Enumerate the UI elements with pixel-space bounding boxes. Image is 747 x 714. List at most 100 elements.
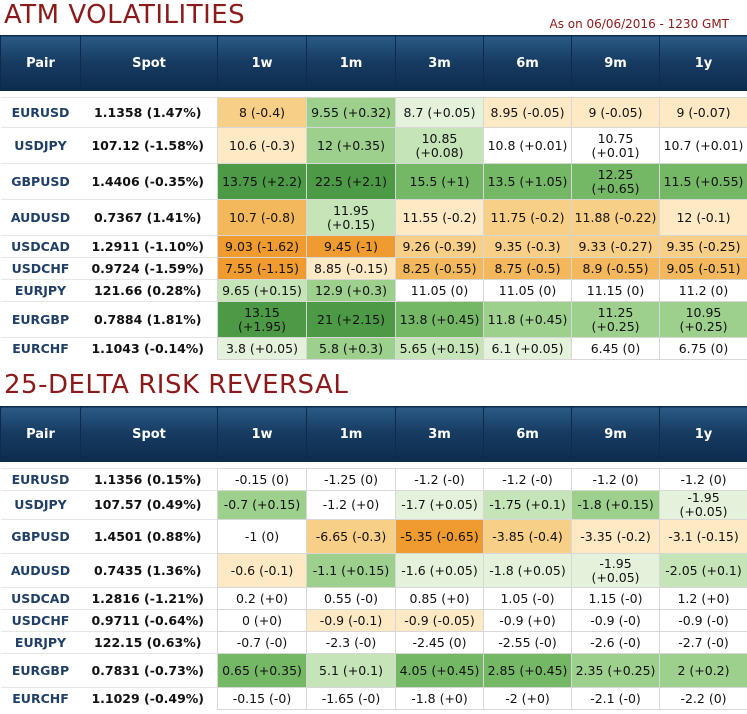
- table-row: EURUSD 1.1358 (1.47%) 8 (-0.4) 9.55 (+0.32)…: [0, 97, 747, 128]
- value-cell: 9.55 (+0.32): [306, 97, 396, 128]
- value-cell: 0.85 (+0): [395, 587, 484, 610]
- table-row: USDJPY 107.12 (-1.58%) 10.6 (-0.3) 12 (+0.3…: [0, 127, 747, 164]
- table-row: USDCAD 1.2911 (-1.10%) 9.03 (-1.62) 9.45 (-…: [0, 235, 747, 258]
- value-cell: 1.05 (-0): [483, 587, 572, 610]
- col-header-pair: Pair: [0, 406, 81, 462]
- value-cell: 11.88 (-0.22): [571, 199, 660, 236]
- value-cell: -3.85 (-0.4): [483, 519, 572, 554]
- value-cell: 10.85 (+0.08): [395, 127, 484, 164]
- value-cell: 5.1 (+0.1): [306, 653, 396, 688]
- pair-cell: USDCHF: [0, 609, 81, 632]
- pair-cell: USDJPY: [0, 127, 81, 164]
- value-cell: 9.05 (-0.51): [659, 257, 747, 280]
- value-cell: 2.35 (+0.25): [571, 653, 660, 688]
- spacer-row: [0, 461, 747, 469]
- value-cell: -1.8 (+0.05): [483, 553, 572, 588]
- value-cell: 9.33 (-0.27): [571, 235, 660, 258]
- col-header-3m: 3m: [395, 406, 484, 462]
- pair-cell: EURUSD: [0, 97, 81, 128]
- pair-cell: EURJPY: [0, 279, 81, 302]
- value-cell: -1.2 (0): [571, 468, 660, 491]
- value-cell: 8.85 (-0.15): [306, 257, 396, 280]
- pair-cell: EURGBP: [0, 301, 81, 338]
- spot-cell: 122.15 (0.63%): [80, 631, 218, 654]
- value-cell: 5.65 (+0.15): [395, 337, 484, 360]
- value-cell: 11.75 (-0.2): [483, 199, 572, 236]
- spot-cell: 0.7884 (1.81%): [80, 301, 218, 338]
- table-row: EURGBP 0.7884 (1.81%) 13.15 (+1.95) 21 (+2.…: [0, 301, 747, 338]
- value-cell: -1 (0): [217, 519, 307, 554]
- value-cell: 11.5 (+0.55): [659, 163, 747, 200]
- value-cell: -1.75 (+0.1): [483, 490, 572, 520]
- value-cell: 9.35 (-0.3): [483, 235, 572, 258]
- col-header-1y: 1y: [659, 35, 747, 91]
- value-cell: 9 (-0.05): [571, 97, 660, 128]
- value-cell: 13.15 (+1.95): [217, 301, 307, 338]
- risk-reversal-table: Pair Spot 1w 1m 3m 6m 9m 1y EURUSD 1.1356…: [0, 406, 747, 710]
- spot-cell: 1.2816 (-1.21%): [80, 587, 218, 610]
- value-cell: -1.65 (-0): [306, 687, 396, 710]
- value-cell: 12.9 (+0.3): [306, 279, 396, 302]
- spot-cell: 0.7367 (1.41%): [80, 199, 218, 236]
- value-cell: -0.9 (-0.05): [395, 609, 484, 632]
- value-cell: -1.8 (+0): [395, 687, 484, 710]
- value-cell: 15.5 (+1): [395, 163, 484, 200]
- value-cell: 4.05 (+0.45): [395, 653, 484, 688]
- value-cell: 7.55 (-1.15): [217, 257, 307, 280]
- value-cell: 10.8 (+0.01): [483, 127, 572, 164]
- value-cell: -1.25 (0): [306, 468, 396, 491]
- table-row: GBPUSD 1.4406 (-0.35%) 13.75 (+2.2) 22.5 (+…: [0, 163, 747, 200]
- value-cell: 13.75 (+2.2): [217, 163, 307, 200]
- risk-reversal-title: 25-DELTA RISK REVERSAL: [4, 370, 349, 400]
- value-cell: -1.6 (+0.05): [395, 553, 484, 588]
- value-cell: 13.8 (+0.45): [395, 301, 484, 338]
- value-cell: 13.5 (+1.05): [483, 163, 572, 200]
- value-cell: -5.35 (-0.65): [395, 519, 484, 554]
- table-row: USDCAD 1.2816 (-1.21%) 0.2 (+0) 0.55 (-0) 0.…: [0, 587, 747, 610]
- value-cell: -0.6 (-0.1): [217, 553, 307, 588]
- value-cell: -1.1 (+0.15): [306, 553, 396, 588]
- value-cell: 10.7 (-0.8): [217, 199, 307, 236]
- table-row: EURCHF 1.1043 (-0.14%) 3.8 (+0.05) 5.8 (+0.…: [0, 337, 747, 360]
- value-cell: -0.9 (+0): [483, 609, 572, 632]
- value-cell: -2 (+0): [483, 687, 572, 710]
- value-cell: -2.05 (+0.1): [659, 553, 747, 588]
- col-header-pair: Pair: [0, 35, 81, 91]
- value-cell: 9.45 (-1): [306, 235, 396, 258]
- col-header-9m: 9m: [571, 35, 660, 91]
- col-header-1w: 1w: [217, 35, 307, 91]
- value-cell: 8.95 (-0.05): [483, 97, 572, 128]
- col-header-9m: 9m: [571, 406, 660, 462]
- col-header-spot: Spot: [80, 406, 218, 462]
- value-cell: 8.25 (-0.55): [395, 257, 484, 280]
- pair-cell: AUDUSD: [0, 553, 81, 588]
- atm-volatilities-table: Pair Spot 1w 1m 3m 6m 9m 1y EURUSD 1.1358…: [0, 35, 747, 360]
- value-cell: -0.9 (-0): [571, 609, 660, 632]
- value-cell: 11.05 (0): [395, 279, 484, 302]
- value-cell: 11.8 (+0.45): [483, 301, 572, 338]
- table-row: EURJPY 121.66 (0.28%) 9.65 (+0.15) 12.9 (+0…: [0, 279, 747, 302]
- value-cell: 6.45 (0): [571, 337, 660, 360]
- value-cell: 9.03 (-1.62): [217, 235, 307, 258]
- value-cell: -1.2 (-0): [395, 468, 484, 491]
- value-cell: 1.2 (+0): [659, 587, 747, 610]
- value-cell: 22.5 (+2.1): [306, 163, 396, 200]
- value-cell: -3.35 (-0.2): [571, 519, 660, 554]
- spot-cell: 1.4406 (-0.35%): [80, 163, 218, 200]
- value-cell: 11.15 (0): [571, 279, 660, 302]
- value-cell: -6.65 (-0.3): [306, 519, 396, 554]
- value-cell: -0.7 (+0.15): [217, 490, 307, 520]
- value-cell: 11.05 (0): [483, 279, 572, 302]
- spacer-cell: [0, 90, 747, 98]
- as-of-timestamp: As on 06/06/2016 - 1230 GMT: [549, 17, 730, 31]
- value-cell: 11.2 (0): [659, 279, 747, 302]
- value-cell: 10.6 (-0.3): [217, 127, 307, 164]
- pair-cell: USDCAD: [0, 587, 81, 610]
- value-cell: 10.75 (+0.01): [571, 127, 660, 164]
- pair-cell: EURCHF: [0, 337, 81, 360]
- pair-cell: GBPUSD: [0, 519, 81, 554]
- spot-cell: 107.57 (0.49%): [80, 490, 218, 520]
- value-cell: 11.55 (-0.2): [395, 199, 484, 236]
- table-row: EURGBP 0.7831 (-0.73%) 0.65 (+0.35) 5.1 (+0…: [0, 653, 747, 688]
- col-header-1m: 1m: [306, 35, 396, 91]
